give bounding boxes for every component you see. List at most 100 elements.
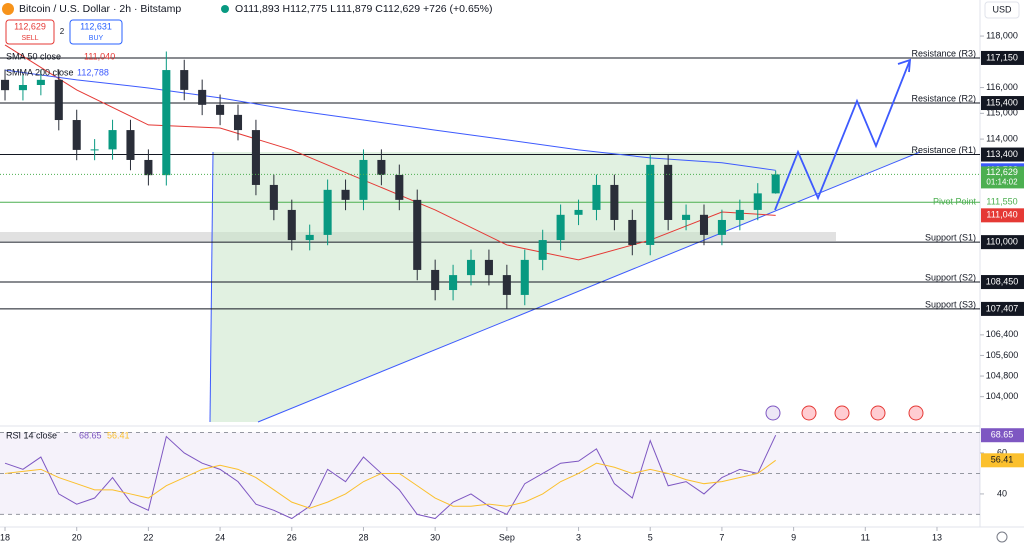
y-tick-label: 114,000 xyxy=(986,133,1018,143)
last-price-bg xyxy=(981,166,1024,189)
legend-smma: SMMA 200 close xyxy=(6,67,74,77)
overlay-price-label-bg xyxy=(981,208,1024,223)
x-tick-label: 30 xyxy=(430,532,440,542)
y-tick-label: 104,800 xyxy=(986,370,1019,380)
forecast-arrowhead xyxy=(897,58,912,73)
candle-body xyxy=(574,209,583,215)
currency-button[interactable] xyxy=(984,1,1020,19)
level-label: Support (S1) xyxy=(925,232,976,242)
legend-smma-value: 112,788 xyxy=(77,67,109,77)
plot xyxy=(0,44,980,520)
event-icons[interactable] xyxy=(765,405,924,421)
moving-average xyxy=(4,69,776,171)
level-price-label: 110,000 xyxy=(986,236,1018,246)
event-icon[interactable] xyxy=(870,405,886,421)
triangle-edge xyxy=(209,151,214,423)
y-tick-label: 40 xyxy=(997,488,1007,498)
candle-body xyxy=(502,275,511,295)
candle-body xyxy=(126,130,135,160)
level-price-label-bg xyxy=(981,96,1024,111)
candle-body xyxy=(90,149,99,151)
level-label: Support (S3) xyxy=(925,299,976,309)
candle-body xyxy=(413,199,422,270)
level-price-label: 115,400 xyxy=(986,97,1018,107)
event-icon[interactable] xyxy=(834,405,850,421)
overlay-price-label: 111,040 xyxy=(986,210,1017,220)
candle-body xyxy=(395,174,404,200)
candle-body xyxy=(233,114,243,131)
y-tick-label: 104,000 xyxy=(986,391,1019,401)
candle-body xyxy=(646,164,655,245)
sell-button[interactable] xyxy=(5,19,55,45)
buy-label: BUY xyxy=(89,35,104,42)
rsi-value: 68.65 xyxy=(79,430,102,440)
x-tick-label: 3 xyxy=(576,532,581,542)
event-icon[interactable] xyxy=(908,405,924,421)
candle-body xyxy=(323,189,332,235)
candle-body xyxy=(610,184,619,220)
candle-body xyxy=(54,79,63,121)
legend-sma-value: 111,040 xyxy=(84,51,115,61)
y-tick-label: 60 xyxy=(997,447,1007,457)
x-tick-label: 7 xyxy=(719,532,724,542)
candle-body xyxy=(556,214,565,241)
level-label: Resistance (R1) xyxy=(911,145,976,155)
settings-icon[interactable] xyxy=(996,531,1008,543)
level-price-label: 108,450 xyxy=(986,276,1019,286)
level-price-label: 117,150 xyxy=(986,52,1018,62)
symbol-icon xyxy=(2,3,14,15)
rsi-title: RSI 14 close xyxy=(6,430,57,440)
x-tick-label: 9 xyxy=(791,532,796,542)
x-tick-label: 24 xyxy=(215,532,225,542)
level-price-label: 111,550 xyxy=(986,197,1017,207)
x-tick-label: 18 xyxy=(0,532,10,542)
level-price-label-bg xyxy=(981,235,1024,250)
rsi-price-label: 56.41 xyxy=(991,455,1014,465)
candle-body xyxy=(305,234,314,241)
x-tick-label: 13 xyxy=(932,532,942,542)
rsi-price-label-bg xyxy=(981,453,1024,468)
candle-body xyxy=(269,184,278,210)
candle-body xyxy=(538,240,547,260)
x-tick-label: Sep xyxy=(499,532,515,542)
candle-body xyxy=(753,193,762,210)
market-status xyxy=(221,5,229,13)
candle-body xyxy=(216,104,225,115)
candle-body xyxy=(144,159,153,176)
candle-body xyxy=(466,259,476,276)
candle-body xyxy=(431,269,440,291)
legend-sma: SMA 50 close xyxy=(6,51,61,61)
candle-body xyxy=(36,79,45,85)
candle-body xyxy=(18,85,27,91)
currency: USD xyxy=(992,4,1012,14)
x-tick-label: 11 xyxy=(861,532,870,542)
level-price-label: 107,407 xyxy=(986,303,1019,313)
candle-body xyxy=(699,214,709,235)
candle-body xyxy=(520,259,529,295)
level-price-label-bg xyxy=(981,147,1024,162)
candle-body xyxy=(341,189,350,200)
sell-label: SELL xyxy=(21,35,38,42)
forecast-path xyxy=(774,59,911,211)
spread: 2 xyxy=(60,27,65,36)
candle-body xyxy=(0,79,10,91)
sell-price: 112,629 xyxy=(14,21,46,31)
y-tick-label: 106,400 xyxy=(986,329,1019,339)
candle-body xyxy=(162,70,171,176)
y-tick-label: 118,000 xyxy=(986,30,1018,40)
candle-body xyxy=(287,209,296,241)
x-tick-label: 28 xyxy=(358,532,368,542)
candle-body xyxy=(682,214,691,220)
event-icon[interactable] xyxy=(801,405,817,421)
event-icon[interactable] xyxy=(765,405,781,421)
x-tick-label: 26 xyxy=(287,532,297,542)
candle-body xyxy=(735,209,744,220)
level-label: Resistance (R3) xyxy=(911,48,976,58)
x-tick-label: 20 xyxy=(72,532,82,542)
candle-body xyxy=(771,174,780,194)
rsi-line xyxy=(4,459,776,509)
y-tick-label: 105,600 xyxy=(986,350,1019,360)
buy-button[interactable] xyxy=(69,19,123,45)
y-tick-label: 115,000 xyxy=(986,108,1018,118)
